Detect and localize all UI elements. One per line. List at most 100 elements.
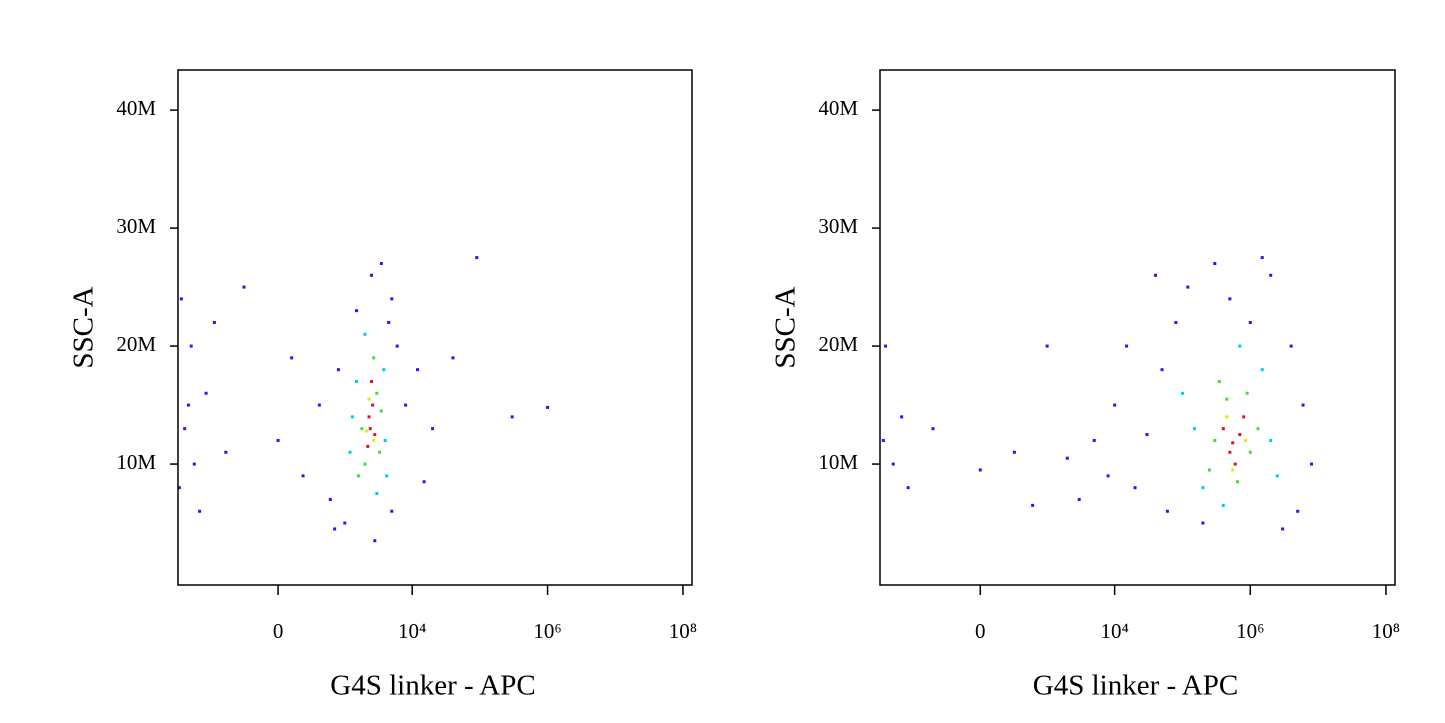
point: [1269, 273, 1273, 277]
point: [373, 539, 377, 543]
point: [375, 391, 379, 395]
point: [1242, 415, 1246, 419]
point: [1012, 450, 1016, 454]
point: [371, 403, 375, 407]
point: [1165, 509, 1169, 513]
point: [387, 320, 391, 324]
x-tick-label: 10⁸: [1372, 619, 1400, 643]
point: [379, 409, 383, 413]
point: [1065, 456, 1069, 460]
point: [367, 415, 371, 419]
point: [343, 521, 347, 525]
point: [1248, 450, 1252, 454]
point: [1077, 497, 1081, 501]
point: [367, 397, 371, 401]
point: [900, 415, 904, 419]
point: [395, 344, 399, 348]
point: [372, 438, 376, 442]
point: [1133, 486, 1137, 490]
point: [1125, 344, 1129, 348]
point: [1145, 433, 1149, 437]
point: [1160, 368, 1164, 372]
point: [510, 415, 514, 419]
point: [328, 497, 332, 501]
point: [1228, 450, 1232, 454]
y-tick-label: 10M: [818, 450, 858, 474]
point: [1207, 468, 1211, 472]
point: [390, 297, 394, 301]
point: [242, 285, 246, 289]
point: [1217, 379, 1221, 383]
point: [1281, 527, 1285, 531]
y-axis-label: SSC-A: [770, 286, 802, 368]
point: [372, 356, 376, 360]
point: [1236, 480, 1240, 484]
point: [422, 480, 426, 484]
point: [1225, 397, 1229, 401]
x-tick-label: 0: [273, 619, 284, 643]
point: [189, 344, 193, 348]
point: [416, 368, 420, 372]
point: [355, 379, 359, 383]
point: [1092, 438, 1096, 442]
x-tick-label: 0: [975, 619, 986, 643]
point: [891, 462, 895, 466]
point: [404, 403, 408, 407]
point: [212, 320, 216, 324]
panel: 10M 20M 30M 40M 0 10⁴ 10⁶ 10⁸ G4S linker - APC SS…: [68, 69, 697, 702]
point: [390, 509, 394, 513]
point: [1186, 285, 1190, 289]
point: [375, 492, 379, 496]
point: [1113, 403, 1117, 407]
point: [369, 379, 373, 383]
point: [1192, 427, 1196, 431]
y-tick-label: 40M: [818, 96, 858, 120]
point: [1289, 344, 1293, 348]
point: [383, 438, 387, 442]
point: [379, 261, 383, 265]
point: [1231, 441, 1235, 445]
point: [1301, 403, 1305, 407]
point: [186, 403, 190, 407]
point: [1260, 368, 1264, 372]
point: [356, 474, 360, 478]
x-axis-label: G4S linker - APC: [1033, 670, 1238, 702]
point: [1031, 503, 1035, 507]
x-tick-label: 10⁴: [1100, 619, 1128, 643]
point: [348, 450, 352, 454]
point: [1269, 438, 1273, 442]
panel: 10M 20M 30M 40M 0 10⁴ 10⁶ 10⁸ G4S linker - APC SS…: [770, 69, 1400, 702]
point: [179, 297, 183, 301]
point: [1243, 438, 1247, 442]
point: [368, 427, 372, 431]
y-tick-label: 40M: [116, 96, 156, 120]
point: [1180, 391, 1184, 395]
point: [1201, 486, 1205, 490]
point: [224, 450, 228, 454]
point: [373, 433, 377, 437]
x-axis-label: G4S linker - APC: [330, 670, 535, 702]
plot-frame: [177, 69, 693, 586]
x-tick-label: 10⁶: [533, 619, 561, 643]
point: [1221, 427, 1225, 431]
x-tick-label: 10⁶: [1236, 619, 1264, 643]
y-tick-label: 20M: [818, 332, 858, 356]
point: [364, 429, 368, 433]
point: [1106, 474, 1110, 478]
point: [355, 309, 359, 313]
point: [1231, 468, 1235, 472]
point: [317, 403, 321, 407]
y-tick-label: 30M: [818, 214, 858, 238]
x-tick-label: 10⁸: [669, 619, 697, 643]
point: [475, 256, 479, 260]
point: [360, 427, 364, 431]
point: [451, 356, 455, 360]
point: [336, 368, 340, 372]
point: [183, 427, 187, 431]
x-tick-label: 10⁴: [398, 619, 426, 643]
point: [1296, 509, 1300, 513]
y-tick-label: 10M: [116, 450, 156, 474]
point: [198, 509, 202, 513]
